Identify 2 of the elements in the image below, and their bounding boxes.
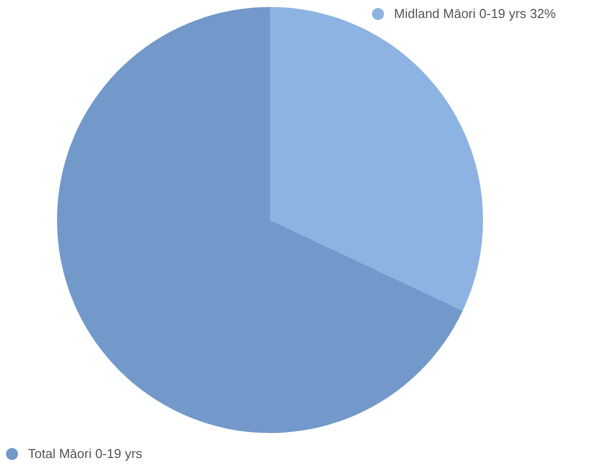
legend-label: Total Māori 0-19 yrs (28, 446, 142, 461)
legend-label: Midland Māori 0-19 yrs 32% (394, 6, 556, 21)
